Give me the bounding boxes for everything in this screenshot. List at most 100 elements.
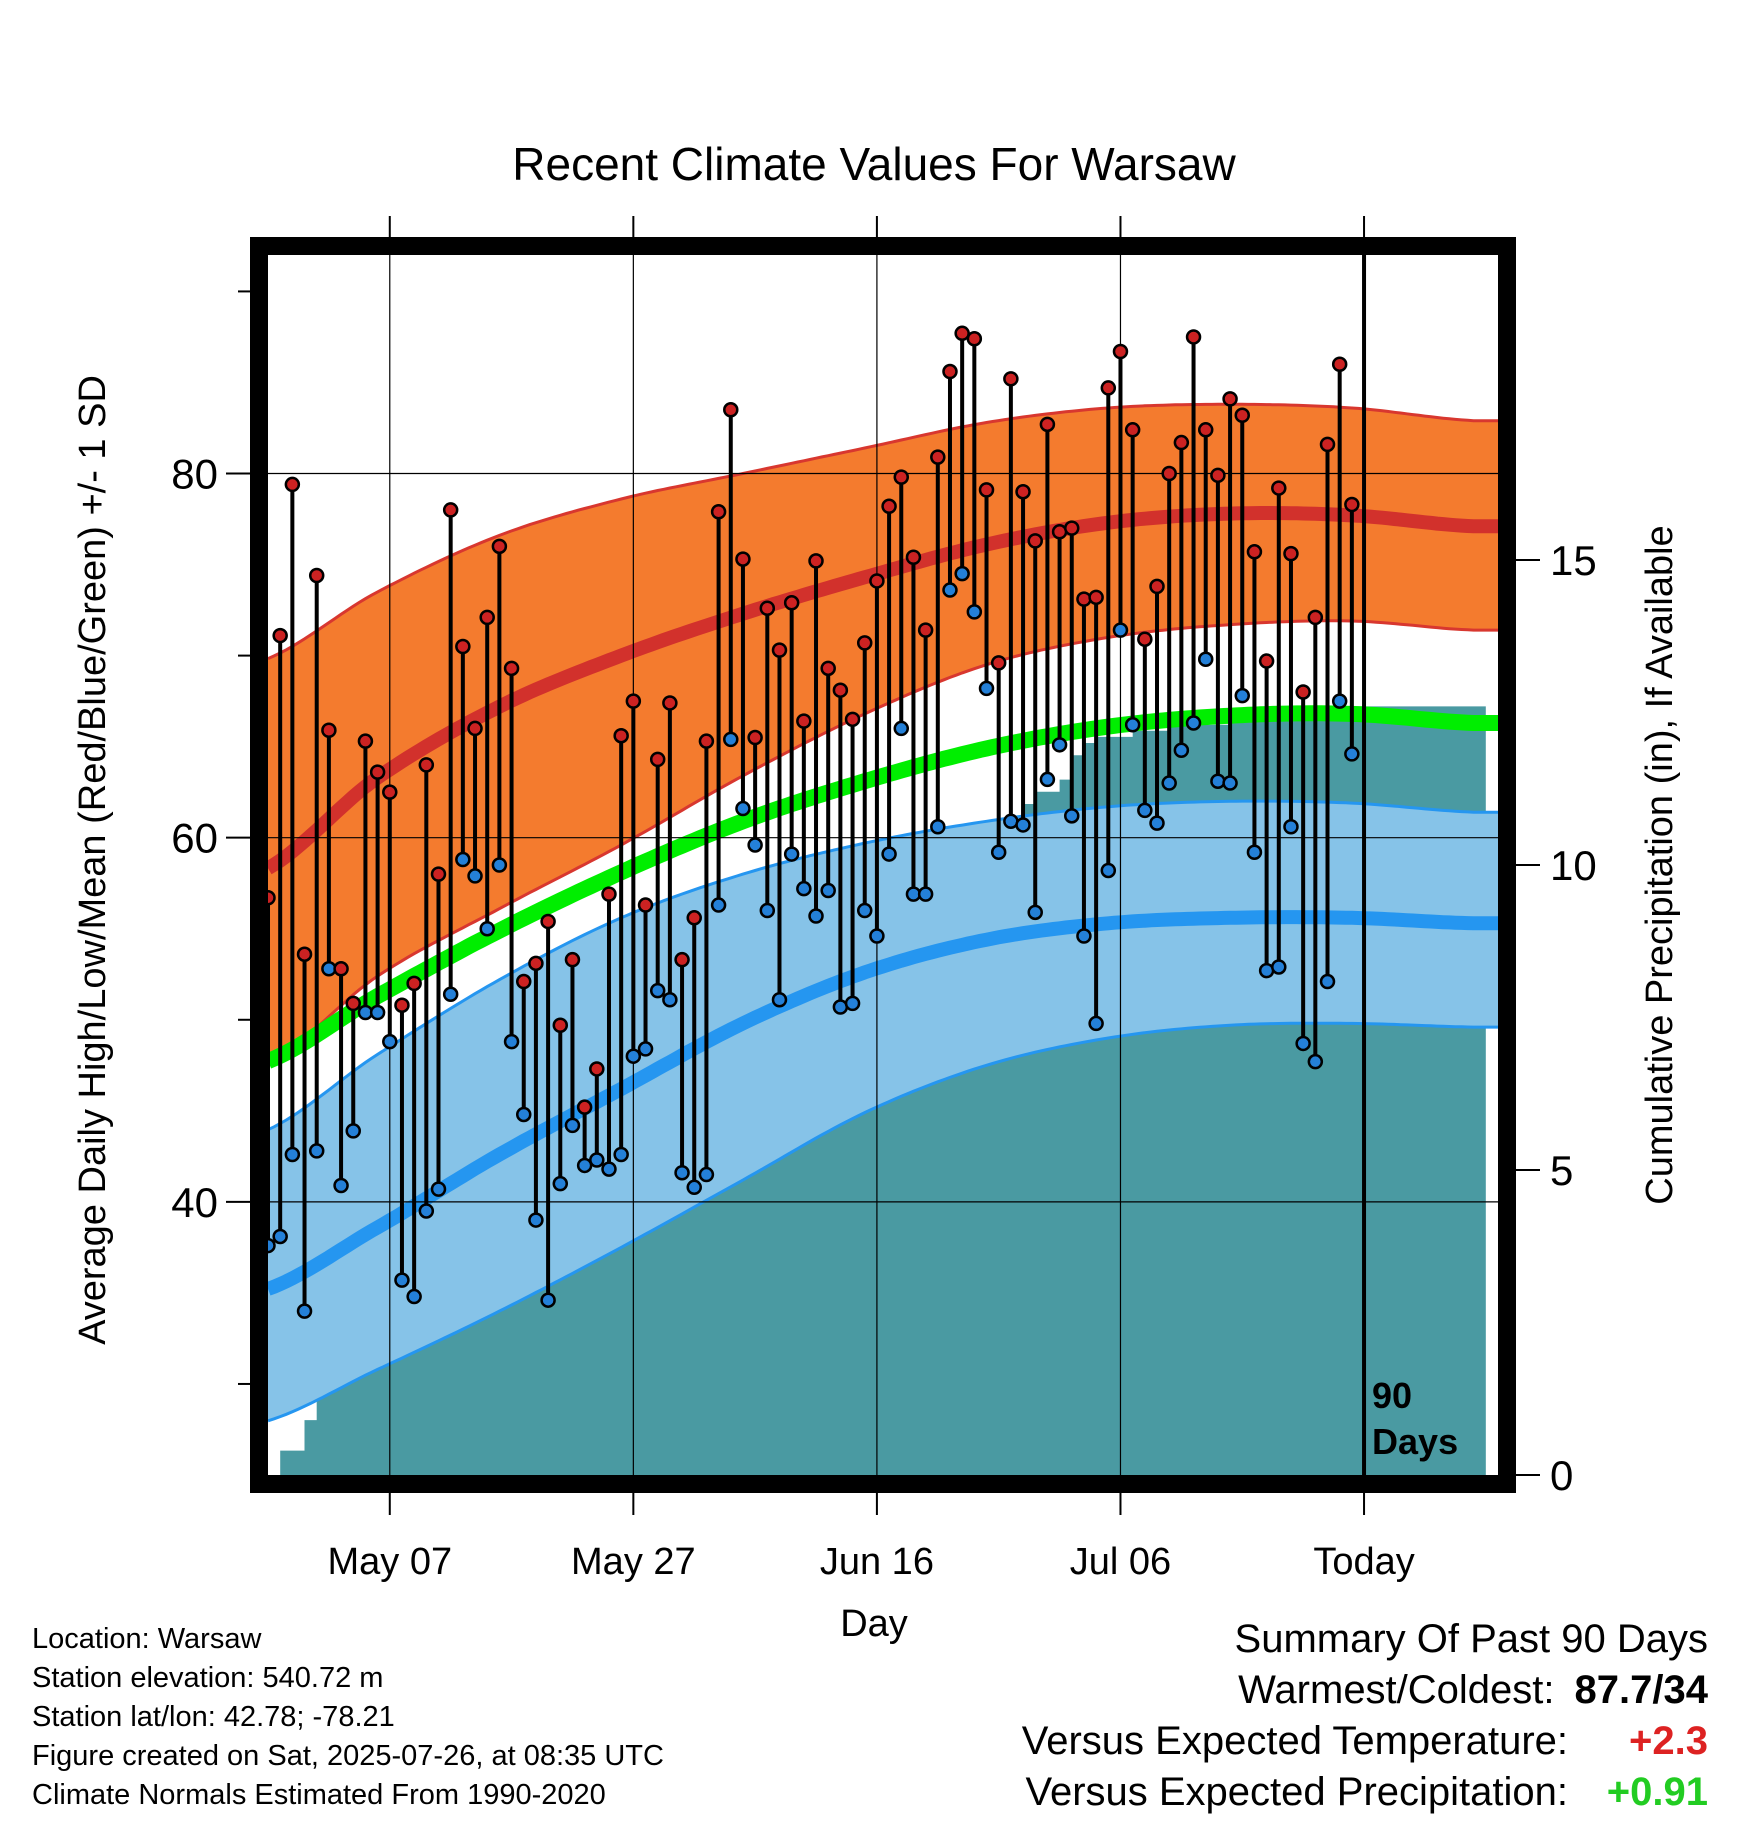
daily-high-point (1173, 434, 1190, 451)
daily-high-point (1319, 436, 1336, 453)
daily-low-point (442, 986, 459, 1003)
low-upper-edge (268, 799, 1498, 1132)
daily-low-point (296, 1303, 313, 1319)
daily-low-point (467, 868, 483, 884)
daily-low-point (564, 1117, 581, 1134)
daily-low-point (808, 908, 824, 924)
daily-high-point (1185, 329, 1202, 345)
daily-high-point (601, 886, 617, 902)
daily-high-point (1210, 467, 1226, 484)
daily-low-point (613, 1146, 629, 1163)
daily-high-point (1258, 653, 1275, 669)
daily-high-point (771, 642, 788, 658)
daily-low-point (1283, 819, 1299, 835)
x-axis-label: Day (840, 1603, 908, 1645)
daily-high-point (564, 951, 581, 968)
daily-high-point (503, 660, 520, 677)
daily-low-point (1161, 775, 1177, 791)
y2-tick-label: 0 (1550, 1452, 1573, 1499)
daily-high-point (1076, 591, 1092, 607)
daily-low-point (978, 680, 995, 697)
temp-departure-value: +2.3 (1629, 1719, 1708, 1763)
daily-low-point (1039, 771, 1056, 788)
daily-high-point (954, 325, 970, 342)
daily-high-point (589, 1061, 605, 1077)
daily-low-point (406, 1288, 422, 1305)
daily-low-point (1185, 715, 1202, 731)
daily-low-point (540, 1292, 556, 1308)
daily-low-point (1295, 1035, 1311, 1052)
daily-low-point (649, 982, 666, 999)
daily-low-point (1234, 687, 1251, 704)
high-normal-line (268, 506, 1498, 875)
daily-high-point (869, 573, 885, 589)
daily-low-point (844, 995, 861, 1012)
daily-high-point (686, 910, 702, 926)
daily-high-point (674, 951, 690, 968)
daily-high-point (735, 551, 751, 567)
daily-low-point (515, 1106, 532, 1123)
daily-high-point (308, 567, 325, 584)
daily-high-point (1271, 480, 1287, 496)
daily-high-point (321, 722, 337, 739)
x-tick-label: Today (1313, 1541, 1414, 1583)
daily-low-point (1064, 808, 1080, 824)
daily-low-point (662, 991, 678, 1008)
temp-departure-label: Versus Expected Temperature: (1021, 1719, 1568, 1763)
y2-tick-label: 10 (1550, 842, 1597, 889)
precip-departure-row: Versus Expected Precipitation: +0.91 (1022, 1767, 1708, 1818)
daily-high-point (1112, 343, 1129, 360)
daily-low-point (1222, 775, 1238, 791)
daily-high-point (796, 713, 812, 729)
daily-high-point (467, 720, 483, 737)
daily-high-point (832, 682, 849, 698)
y-tick-label: 40 (171, 1179, 218, 1226)
daily-low-point (1210, 773, 1226, 789)
daily-low-point (1051, 737, 1068, 753)
y2-tick-label: 15 (1550, 537, 1597, 584)
daily-high-point (613, 727, 629, 744)
daily-high-point (649, 751, 666, 768)
x-tick-label: Jun 16 (820, 1541, 934, 1583)
daily-high-point (418, 757, 435, 773)
daily-low-point (990, 844, 1007, 861)
daily-high-point (808, 553, 824, 569)
high-sd-band (268, 404, 1498, 1065)
daily-low-point (601, 1161, 617, 1177)
daily-high-point (406, 975, 422, 992)
daily-high-point (491, 538, 508, 555)
daily-low-point (869, 928, 885, 944)
daily-low-point (1076, 928, 1092, 944)
daily-high-point (576, 1099, 593, 1115)
daily-high-point (747, 729, 763, 746)
daily-high-point (268, 890, 276, 906)
daily-low-point (369, 1004, 386, 1021)
daily-high-point (1027, 533, 1043, 549)
daily-high-point (528, 955, 544, 972)
low-lower-edge (268, 1021, 1498, 1423)
daily-high-point (1100, 380, 1117, 396)
temp-departure-row: Versus Expected Temperature: +2.3 (1022, 1716, 1708, 1767)
daily-high-point (479, 609, 495, 626)
plot-frame (250, 237, 1516, 1493)
daily-low-point (783, 846, 800, 862)
daily-low-point (820, 882, 836, 899)
high-upper-edge (268, 402, 1498, 660)
y-axis-label: Average Daily High/Low/Mean (Red/Blue/Gr… (72, 375, 114, 1345)
daily-high-point (333, 961, 349, 977)
x-tick-label: May 07 (327, 1541, 452, 1583)
daily-low-point (625, 1048, 642, 1064)
daily-high-point (296, 946, 313, 962)
daily-low-point (698, 1166, 715, 1183)
daily-high-point (917, 622, 934, 638)
today-note-text: Days (1372, 1421, 1458, 1462)
daily-low-point (1027, 904, 1043, 921)
daily-low-point (637, 1041, 654, 1057)
daily-high-point (382, 784, 398, 800)
summary-title: Summary Of Past 90 Days (1234, 1617, 1708, 1661)
daily-low-point (284, 1146, 301, 1163)
y-tick-label: 80 (171, 451, 218, 498)
today-note-text: 90 (1372, 1375, 1412, 1416)
daily-low-point (1149, 815, 1165, 831)
daily-low-point (856, 902, 873, 919)
